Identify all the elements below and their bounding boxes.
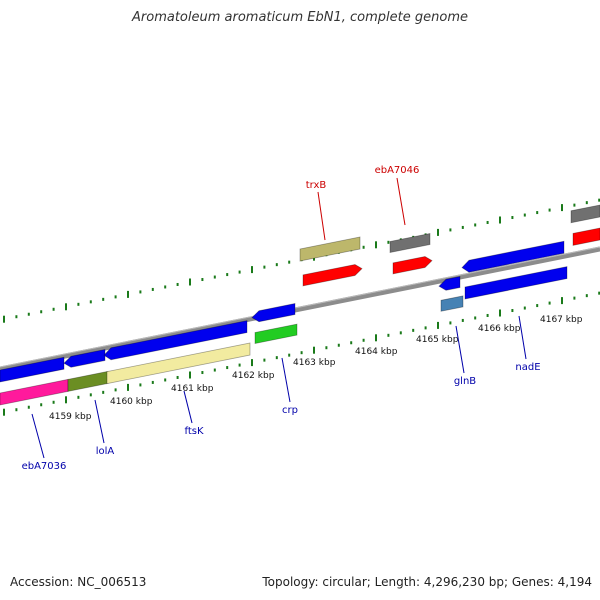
gene-feature-nade-cds — [461, 240, 565, 273]
gene-label-leader — [94, 399, 105, 444]
genome-backbone-highlight — [0, 246, 600, 368]
gene-label-leader — [396, 177, 406, 226]
gene-label: trxB — [306, 180, 327, 191]
gene-label: glnB — [454, 376, 476, 387]
gene-label: nadE — [515, 362, 540, 373]
gene-label: ftsK — [184, 426, 203, 437]
gene-feature-ftsk-cds — [103, 320, 248, 361]
gene-label-leader — [455, 325, 465, 374]
kbp-label: 4160 kbp — [110, 397, 153, 407]
gene-label-leader — [281, 357, 291, 403]
gene-label: lolA — [96, 446, 115, 457]
gene-label-leader — [518, 315, 527, 360]
gene-label: crp — [282, 405, 298, 416]
gene-label: ebA7046 — [375, 165, 420, 176]
gene-label: ebA7036 — [22, 461, 67, 472]
gene-label-leader — [183, 390, 193, 424]
gene-feature-ebA7036 — [0, 378, 69, 406]
gene-feature-nade — [464, 266, 568, 300]
gene-feature-crp — [254, 323, 298, 344]
gene-feature-right-red — [572, 227, 600, 246]
gene-label-leader — [31, 413, 45, 459]
gene-feature-left-blue — [0, 356, 65, 383]
kbp-label: 4162 kbp — [232, 371, 275, 381]
genome-backbone — [0, 246, 600, 372]
kbp-label: 4163 kbp — [293, 358, 336, 368]
accession-label: Accession: NC_006513 — [10, 575, 147, 589]
genome-title: Aromatoleum aromaticum EbN1, complete ge… — [132, 10, 468, 25]
gene-feature-trxb-cds — [302, 264, 363, 287]
kbp-label: 4165 kbp — [416, 335, 459, 345]
gene-feature-ftsk — [106, 342, 251, 385]
gene-feature-crp-cds — [251, 303, 296, 323]
kbp-label: 4161 kbp — [171, 384, 214, 394]
kbp-label: 4167 kbp — [540, 315, 583, 325]
gene-feature-ebA7046-cds — [392, 256, 433, 275]
gene-label-leader — [317, 191, 326, 241]
gene-feature-lola — [67, 370, 109, 392]
kbp-label: 4159 kbp — [49, 412, 92, 422]
kbp-label: 4164 kbp — [355, 347, 398, 357]
gene-feature-right-gray — [570, 204, 600, 224]
gene-feature-glnb-cds — [438, 276, 461, 291]
gene-feature-trxb — [299, 236, 361, 262]
topology-summary: Topology: circular; Length: 4,296,230 bp… — [262, 575, 592, 589]
gene-feature-glnb — [440, 295, 464, 312]
kbp-label: 4166 kbp — [478, 324, 521, 334]
gene-feature-ebA7046 — [389, 233, 431, 253]
